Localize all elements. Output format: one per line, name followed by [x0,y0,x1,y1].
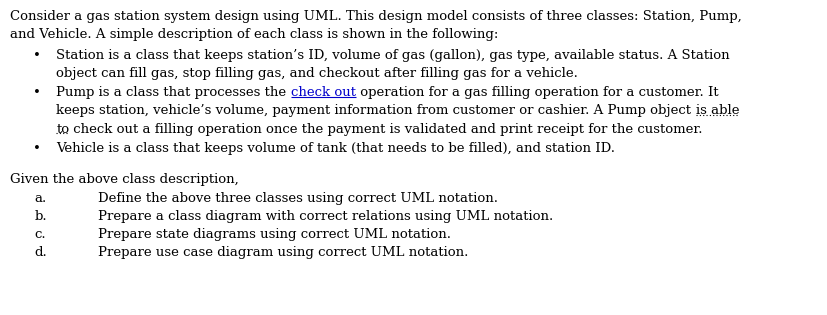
Text: Prepare use case diagram using correct UML notation.: Prepare use case diagram using correct U… [98,246,467,260]
Text: b.: b. [35,210,47,223]
Text: to: to [56,123,69,135]
Text: Prepare state diagrams using correct UML notation.: Prepare state diagrams using correct UML… [98,228,450,241]
Text: •: • [33,142,41,155]
Text: and Vehicle. A simple description of each class is shown in the following:: and Vehicle. A simple description of eac… [10,28,498,41]
Text: check out: check out [290,86,356,99]
Text: c.: c. [35,228,46,241]
Text: Prepare a class diagram with correct relations using UML notation.: Prepare a class diagram with correct rel… [98,210,552,223]
Text: a.: a. [35,192,47,205]
Text: Station is a class that keeps station’s ID, volume of gas (gallon), gas type, av: Station is a class that keeps station’s … [56,49,729,62]
Text: Consider a gas station system design using UML. This design model consists of th: Consider a gas station system design usi… [10,10,741,23]
Text: Define the above three classes using correct UML notation.: Define the above three classes using cor… [98,192,497,205]
Text: Vehicle is a class that keeps volume of tank (that needs to be filled), and stat: Vehicle is a class that keeps volume of … [56,142,614,155]
Text: object can fill gas, stop filling gas, and checkout after filling gas for a vehi: object can fill gas, stop filling gas, a… [56,67,577,80]
Text: •: • [33,86,41,99]
Text: •: • [33,49,41,62]
Text: operation for a gas filling operation for a customer. It: operation for a gas filling operation fo… [356,86,718,99]
Text: is able: is able [695,104,739,117]
Text: d.: d. [35,246,47,260]
Text: Pump is a class that processes the: Pump is a class that processes the [56,86,290,99]
Text: check out a filling operation once the payment is validated and print receipt fo: check out a filling operation once the p… [69,123,702,135]
Text: Given the above class description,: Given the above class description, [10,173,238,186]
Text: keeps station, vehicle’s volume, payment information from customer or cashier. A: keeps station, vehicle’s volume, payment… [56,104,695,117]
